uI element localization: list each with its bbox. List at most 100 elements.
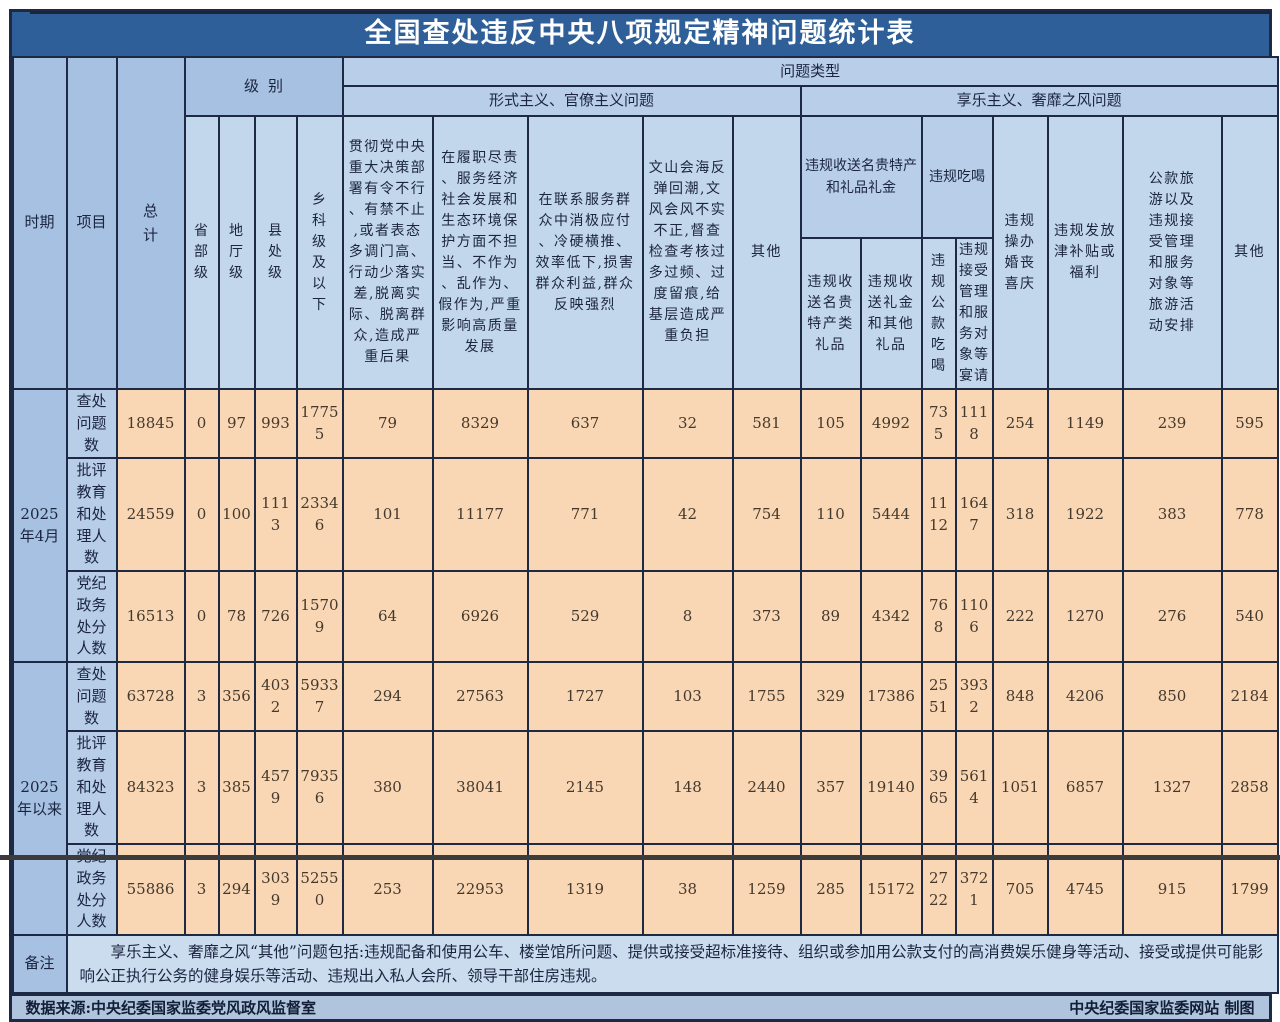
data-cell: 637 (526, 387, 644, 460)
data-cell: 2440 (731, 730, 802, 845)
data-cell: 3 (183, 660, 220, 733)
header-level-col-county: 县处级 (253, 115, 298, 390)
data-cell: 78 (217, 570, 256, 663)
header-level-col-provincial: 省部级 (183, 115, 220, 390)
header-hedonism-col-travel: 公款旅游以及违规接受管理和服务对象等旅游活动安排 (1121, 115, 1223, 390)
data-cell: 1149 (1046, 387, 1124, 460)
data-cell: 993 (253, 387, 298, 460)
data-cell: 100 (217, 457, 256, 572)
item-cell: 查处问题数 (65, 660, 118, 733)
data-cell: 1327 (1121, 730, 1223, 845)
data-cell: 529 (526, 570, 644, 663)
header-period: 时期 (11, 56, 68, 390)
header-hedonism-col-weddings: 违规操办婚丧喜庆 (991, 115, 1049, 390)
header-hedonism-col-banquets: 违规接受管理和服务对象等宴请 (954, 237, 994, 390)
data-cell: 110 (799, 457, 862, 572)
header-level-group: 级别 (183, 56, 344, 117)
item-cell: 批评教育和处理人数 (65, 457, 118, 572)
data-cell: 97 (217, 387, 256, 460)
data-cell: 4579 (253, 730, 298, 845)
header-hedonism-group: 享乐主义、奢靡之风问题 (799, 85, 1279, 117)
header-problem-type: 问题类型 (341, 56, 1279, 87)
data-cell: 1051 (991, 730, 1049, 845)
data-cell: 23346 (295, 457, 344, 572)
data-cell: 1106 (954, 570, 994, 663)
footer-data-source: 数据来源:中央纪委国家监委党风政风监督室 (25, 999, 317, 1018)
header-formalism-col-3: 在联系服务群众中消极应付、冷硬横推、效率低下,损害群众利益,群众反映强烈 (526, 115, 644, 390)
note-text: 享乐主义、奢靡之风“其他”问题包括:违规配备和使用公车、楼堂馆所问题、提供或接受… (65, 933, 1279, 995)
data-cell: 239 (1121, 387, 1223, 460)
data-cell: 17386 (859, 660, 923, 733)
data-cell: 84323 (115, 730, 186, 845)
period-cell: 2025年4月 (11, 388, 68, 663)
data-cell: 294 (341, 660, 434, 733)
header-level-col-township: 乡科级及以下 (295, 115, 344, 390)
statistics-table-frame: 全国查处违反中央八项规定精神问题统计表 时期 项目 总计 级别 问题类型 形式主… (8, 9, 1279, 1022)
data-cell: 848 (991, 660, 1049, 733)
data-cell: 148 (641, 730, 734, 845)
statistics-table: 时期 项目 总计 级别 问题类型 形式主义、官僚主义问题 享乐主义、奢靡之风问题… (11, 56, 1279, 995)
header-formalism-group: 形式主义、官僚主义问题 (341, 85, 802, 117)
header-hedonism-col-cash-gifts: 违规收送礼金和其他礼品 (859, 237, 923, 390)
data-cell: 595 (1220, 387, 1279, 460)
item-cell: 党纪政务处分人数 (65, 570, 118, 663)
data-cell: 101 (341, 457, 434, 572)
data-cell: 59337 (295, 660, 344, 733)
data-cell: 385 (217, 730, 256, 845)
data-cell: 1922 (1046, 457, 1124, 572)
data-cell: 4992 (859, 387, 923, 460)
footer-credit: 中央纪委国家监委网站 制图 (1069, 999, 1255, 1018)
data-cell: 15709 (295, 570, 344, 663)
data-cell: 754 (731, 457, 802, 572)
data-cell: 42 (641, 457, 734, 572)
data-cell: 540 (1220, 570, 1279, 663)
data-cell: 222 (991, 570, 1049, 663)
data-cell: 771 (526, 457, 644, 572)
data-cell: 768 (920, 570, 957, 663)
data-cell: 373 (731, 570, 802, 663)
data-cell: 5444 (859, 457, 923, 572)
data-cell: 254 (991, 387, 1049, 460)
data-cell: 8329 (431, 387, 529, 460)
header-hedonism-col-other: 其他 (1220, 115, 1279, 390)
data-cell: 32 (641, 387, 734, 460)
data-cell: 4342 (859, 570, 923, 663)
data-cell: 2184 (1220, 660, 1279, 733)
footer-bar: 数据来源:中央纪委国家监委党风政风监督室 中央纪委国家监委网站 制图 (11, 994, 1269, 1020)
data-cell: 19140 (859, 730, 923, 845)
data-cell: 8 (641, 570, 734, 663)
header-formalism-col-4: 文山会海反弹回潮,文风会风不实不正,督查检查考核过多过频、过度留痕,给基层造成严… (641, 115, 734, 390)
data-cell: 24559 (115, 457, 186, 572)
data-cell: 3965 (920, 730, 957, 845)
header-total-label: 总计 (142, 202, 158, 244)
data-cell: 105 (799, 387, 862, 460)
data-cell: 726 (253, 570, 298, 663)
data-cell: 0 (183, 387, 220, 460)
header-hedonism-col-allowances: 违规发放津补贴或福利 (1046, 115, 1124, 390)
data-cell: 3 (183, 730, 220, 845)
data-cell: 318 (991, 457, 1049, 572)
data-cell: 276 (1121, 570, 1223, 663)
data-cell: 581 (731, 387, 802, 460)
data-cell: 2551 (920, 660, 957, 733)
header-level-col-prefecture: 地厅级 (217, 115, 256, 390)
data-cell: 357 (799, 730, 862, 845)
data-cell: 4206 (1046, 660, 1124, 733)
data-cell: 16513 (115, 570, 186, 663)
item-cell: 查处问题数 (65, 387, 118, 460)
data-cell: 735 (920, 387, 957, 460)
data-cell: 103 (641, 660, 734, 733)
data-cell: 356 (217, 660, 256, 733)
header-formalism-col-2: 在履职尽责、服务经济社会发展和生态环境保护方面不担当、不作为、乱作为、假作为,严… (431, 115, 529, 390)
data-cell: 380 (341, 730, 434, 845)
top-border-line (30, 11, 1270, 14)
data-cell: 0 (183, 570, 220, 663)
data-cell: 18845 (115, 387, 186, 460)
header-hedonism-col-specialty-gifts: 违规收送名贵特产类礼品 (799, 237, 862, 390)
data-cell: 79356 (295, 730, 344, 845)
data-cell: 850 (1121, 660, 1223, 733)
data-cell: 383 (1121, 457, 1223, 572)
data-cell: 38041 (431, 730, 529, 845)
data-cell: 3932 (954, 660, 994, 733)
data-cell: 0 (183, 457, 220, 572)
